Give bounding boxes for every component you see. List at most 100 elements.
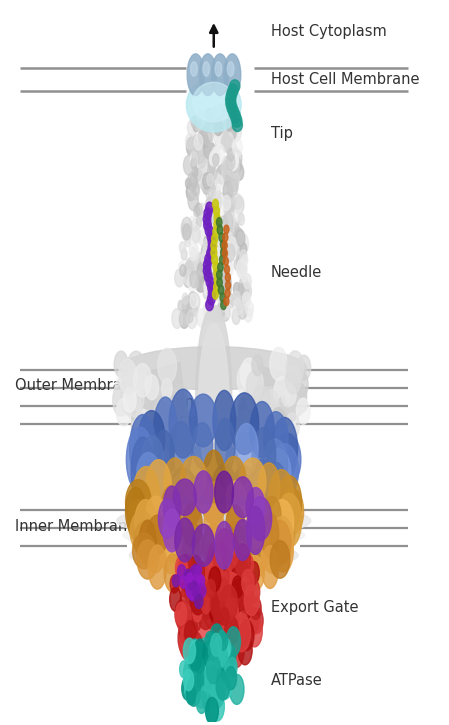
- Ellipse shape: [205, 666, 219, 695]
- Ellipse shape: [203, 260, 211, 270]
- Ellipse shape: [201, 651, 214, 678]
- Ellipse shape: [196, 566, 202, 575]
- Ellipse shape: [196, 691, 207, 713]
- Ellipse shape: [178, 566, 193, 597]
- Ellipse shape: [199, 54, 216, 96]
- Ellipse shape: [204, 238, 211, 252]
- Ellipse shape: [196, 657, 203, 673]
- Ellipse shape: [182, 226, 189, 240]
- Ellipse shape: [247, 460, 277, 520]
- Ellipse shape: [194, 671, 203, 691]
- Ellipse shape: [214, 261, 223, 277]
- Ellipse shape: [153, 430, 174, 481]
- Ellipse shape: [163, 509, 183, 549]
- Ellipse shape: [204, 300, 214, 320]
- Ellipse shape: [217, 302, 225, 317]
- Ellipse shape: [179, 310, 189, 328]
- Ellipse shape: [113, 384, 130, 416]
- Ellipse shape: [211, 652, 222, 675]
- Ellipse shape: [203, 129, 212, 145]
- Ellipse shape: [210, 581, 226, 616]
- Ellipse shape: [216, 684, 223, 699]
- Ellipse shape: [126, 487, 146, 536]
- Ellipse shape: [277, 397, 288, 419]
- Ellipse shape: [200, 602, 209, 621]
- Ellipse shape: [233, 138, 242, 157]
- Ellipse shape: [196, 305, 232, 485]
- Ellipse shape: [190, 62, 197, 76]
- Ellipse shape: [240, 250, 247, 264]
- Ellipse shape: [192, 423, 212, 468]
- Ellipse shape: [273, 530, 293, 572]
- Ellipse shape: [219, 632, 228, 650]
- Ellipse shape: [235, 423, 258, 475]
- Ellipse shape: [202, 251, 209, 265]
- Ellipse shape: [237, 230, 245, 246]
- Ellipse shape: [192, 305, 198, 316]
- Ellipse shape: [232, 553, 247, 586]
- Ellipse shape: [200, 211, 207, 225]
- Ellipse shape: [204, 574, 219, 604]
- Ellipse shape: [209, 166, 217, 181]
- Ellipse shape: [131, 406, 150, 442]
- Ellipse shape: [186, 78, 241, 132]
- Ellipse shape: [221, 300, 226, 310]
- Ellipse shape: [206, 214, 212, 226]
- Ellipse shape: [142, 460, 162, 507]
- Ellipse shape: [221, 652, 235, 682]
- Ellipse shape: [172, 308, 182, 328]
- Ellipse shape: [138, 453, 165, 509]
- Ellipse shape: [237, 257, 243, 268]
- Ellipse shape: [212, 146, 220, 162]
- Ellipse shape: [257, 411, 273, 441]
- Ellipse shape: [209, 591, 225, 624]
- Ellipse shape: [199, 645, 210, 666]
- Ellipse shape: [211, 582, 223, 607]
- Ellipse shape: [186, 676, 201, 706]
- Ellipse shape: [235, 158, 242, 172]
- Ellipse shape: [214, 276, 220, 286]
- Ellipse shape: [124, 368, 143, 404]
- Ellipse shape: [220, 216, 228, 231]
- Ellipse shape: [258, 463, 280, 511]
- Ellipse shape: [229, 157, 239, 176]
- Ellipse shape: [233, 291, 240, 306]
- Ellipse shape: [172, 384, 187, 413]
- Polygon shape: [239, 362, 307, 438]
- Ellipse shape: [225, 160, 235, 181]
- Ellipse shape: [178, 300, 183, 310]
- Ellipse shape: [196, 672, 204, 688]
- Ellipse shape: [207, 666, 217, 687]
- Ellipse shape: [184, 523, 203, 566]
- Ellipse shape: [230, 233, 240, 252]
- Ellipse shape: [227, 62, 234, 76]
- Ellipse shape: [194, 205, 200, 217]
- Ellipse shape: [212, 289, 218, 299]
- Ellipse shape: [261, 524, 283, 573]
- Ellipse shape: [185, 178, 191, 188]
- Ellipse shape: [163, 509, 181, 552]
- Ellipse shape: [232, 613, 251, 652]
- Ellipse shape: [230, 110, 241, 123]
- Ellipse shape: [222, 241, 227, 249]
- Ellipse shape: [235, 544, 251, 576]
- Ellipse shape: [274, 434, 301, 486]
- Ellipse shape: [208, 662, 219, 683]
- Ellipse shape: [211, 248, 217, 257]
- Ellipse shape: [244, 585, 259, 616]
- Ellipse shape: [210, 464, 238, 534]
- Ellipse shape: [223, 156, 232, 174]
- Ellipse shape: [220, 248, 226, 257]
- Ellipse shape: [183, 638, 196, 663]
- Ellipse shape: [215, 267, 220, 278]
- Ellipse shape: [191, 116, 197, 128]
- Ellipse shape: [225, 597, 238, 626]
- Ellipse shape: [238, 284, 244, 295]
- Ellipse shape: [221, 623, 232, 645]
- Ellipse shape: [226, 194, 235, 212]
- Ellipse shape: [222, 249, 228, 257]
- Ellipse shape: [228, 595, 239, 619]
- Ellipse shape: [189, 438, 239, 496]
- Ellipse shape: [239, 620, 254, 650]
- Ellipse shape: [223, 254, 232, 270]
